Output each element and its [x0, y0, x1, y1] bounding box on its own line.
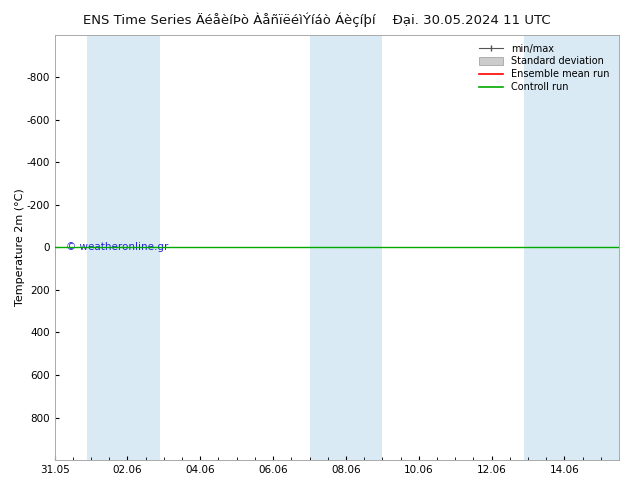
Y-axis label: Temperature 2m (°C): Temperature 2m (°C)	[15, 189, 25, 306]
Bar	[309, 35, 382, 460]
Legend: min/max, Standard deviation, Ensemble mean run, Controll run: min/max, Standard deviation, Ensemble me…	[477, 42, 611, 94]
Bar	[87, 35, 160, 460]
Text: ENS Time Series ÄéåèíÞò ÀåñïëéìÝíáò Áèçíþí    Đại. 30.05.2024 11 UTC: ENS Time Series ÄéåèíÞò ÀåñïëéìÝíáò Áèçí…	[83, 12, 551, 27]
Text: © weatheronline.gr: © weatheronline.gr	[66, 243, 168, 252]
Bar	[524, 35, 619, 460]
